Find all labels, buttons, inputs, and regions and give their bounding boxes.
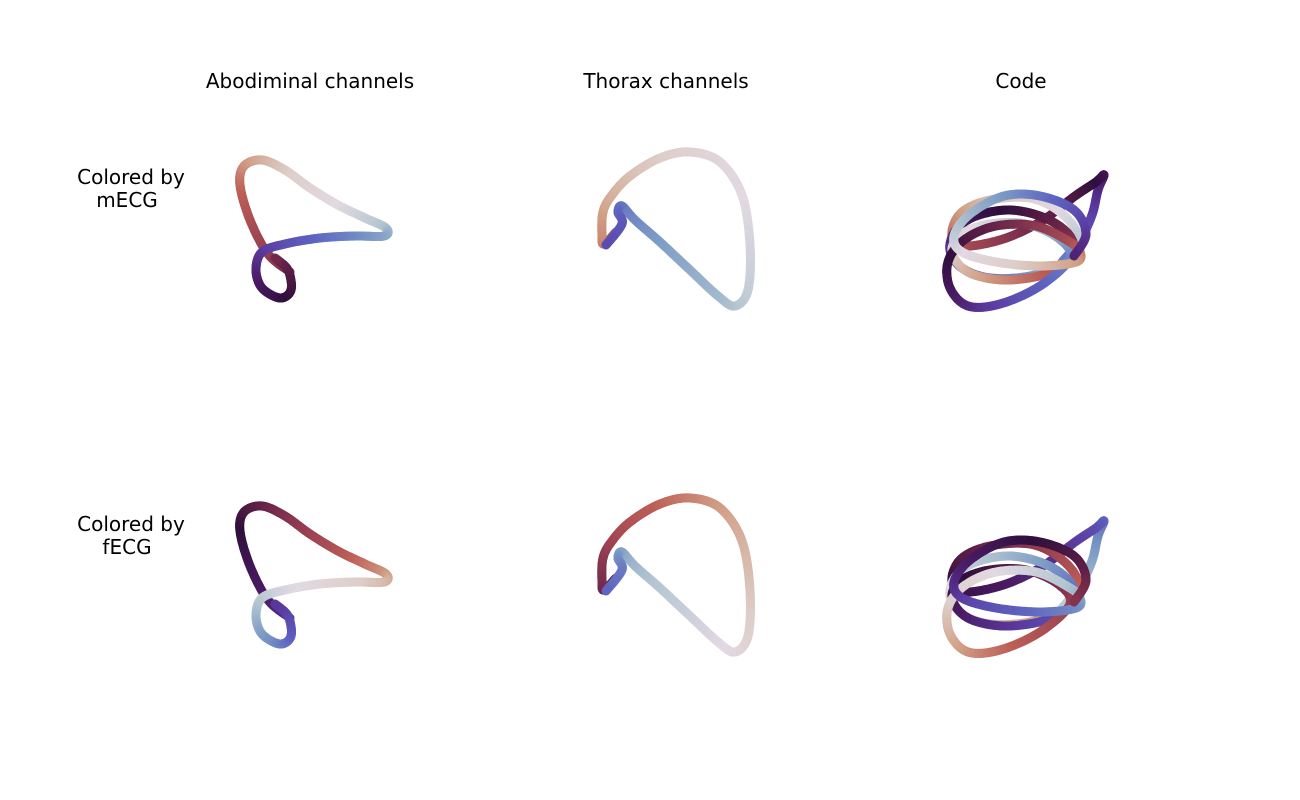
trajectory-segment [270,253,281,263]
panel-thorax-mecg [597,147,755,311]
trajectory-segment [270,599,281,609]
row-label-fecg-line1: Colored by [77,512,185,536]
panel-code-mecg [942,170,1109,312]
row-label-fecg: Colored by fECG [60,513,202,559]
trajectory-segment [601,585,612,596]
panel-code-fecg [942,516,1109,658]
row-label-mecg: Colored by mECG [60,166,202,212]
column-title-thorax: Thorax channels [583,69,749,93]
row-label-mecg-line2: mECG [96,188,158,212]
column-title-abdominal: Abodiminal channels [205,69,415,93]
panel-thorax-fecg [597,493,755,657]
row-label-fecg-line2: fECG [102,535,152,559]
row-label-mecg-line1: Colored by [77,165,185,189]
trajectory-segment [1069,596,1079,607]
column-title-code: Code [995,69,1047,93]
trajectory-segment [601,239,612,250]
trajectory-segment [1069,250,1079,261]
panel-abdominal-fecg [235,501,393,649]
panel-abdominal-mecg [235,155,393,303]
